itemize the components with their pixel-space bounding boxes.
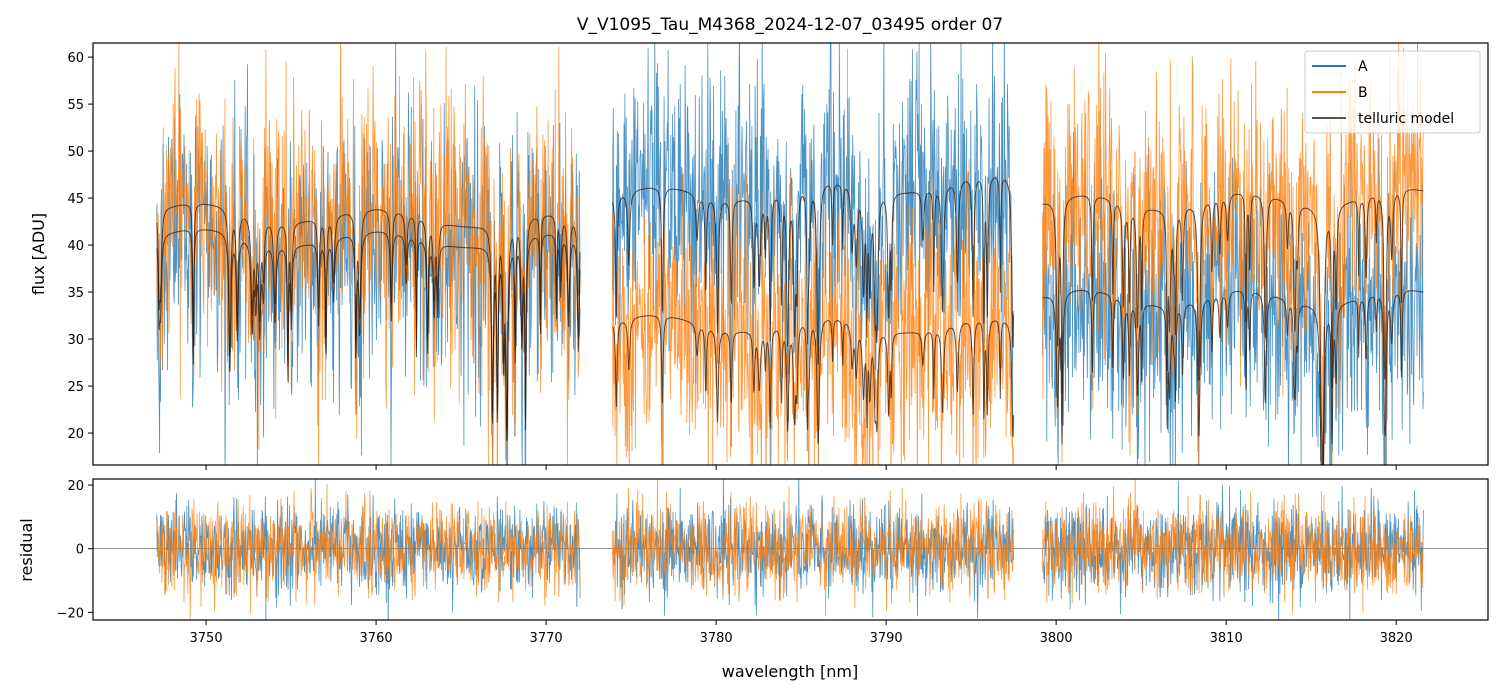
- flux-ytick-label: 60: [67, 51, 84, 66]
- chart-title: V_V1095_Tau_M4368_2024-12-07_03495 order…: [577, 15, 1003, 35]
- residual-ytick-label: −20: [57, 606, 84, 621]
- xtick-label: 3790: [870, 631, 903, 646]
- telluric-model-b-segment-3: [1042, 189, 1424, 465]
- xtick-label: 3770: [530, 631, 563, 646]
- xlabel: wavelength [nm]: [722, 662, 859, 681]
- xtick-label: 3810: [1210, 631, 1243, 646]
- telluric-model-b-segment-1: [156, 204, 581, 432]
- flux-ytick-label: 30: [67, 333, 84, 348]
- xtick-label: 3760: [360, 631, 393, 646]
- telluric-model-a-segment-2: [611, 177, 1015, 365]
- flux-ytick-label: 25: [67, 380, 84, 395]
- legend-label-a: A: [1358, 59, 1368, 75]
- flux-ytick-label: 50: [67, 145, 84, 160]
- telluric-model-b-segment-2: [611, 315, 1015, 445]
- xtick-label: 3780: [700, 631, 733, 646]
- flux-ytick-label: 45: [67, 192, 84, 207]
- flux-ytick-label: 40: [67, 239, 84, 254]
- telluric-model-a-segment-1: [156, 229, 581, 441]
- flux-axes-frame: [92, 42, 1489, 466]
- residual-plot-area: [93, 479, 1488, 620]
- legend-label-b: B: [1358, 85, 1368, 101]
- residual-b-segment-1: [156, 483, 581, 619]
- flux-ytick-label: 20: [67, 427, 84, 442]
- telluric-model-a-segment-3: [1042, 290, 1424, 465]
- legend-box: [1304, 50, 1481, 134]
- xtick-label: 3820: [1380, 631, 1413, 646]
- residual-axes-frame: [92, 478, 1489, 621]
- xtick-label: 3750: [190, 631, 223, 646]
- series-b-segment-2: [612, 48, 1014, 465]
- residual-ytick-label: 20: [67, 479, 84, 494]
- flux-ytick-label: 35: [67, 286, 84, 301]
- legend: A B telluric model: [1304, 50, 1481, 134]
- xtick-label: 3800: [1040, 631, 1073, 646]
- residual-ytick-label: 0: [76, 543, 84, 558]
- series-a-segment-2: [612, 43, 1014, 465]
- residual-b-segment-3: [1042, 479, 1424, 615]
- flux-ytick-label: 55: [67, 98, 84, 113]
- residual-ylabel: residual: [17, 518, 36, 581]
- flux-ylabel: flux [ADU]: [29, 213, 48, 295]
- residual-b-segment-2: [612, 479, 1014, 617]
- flux-plot-area: [156, 43, 1424, 465]
- legend-label-telluric: telluric model: [1358, 111, 1454, 127]
- axis-ticks: 20 25 30 35 40 45 50 55 60 −20 0 20 3750 3760 3770 3780…: [57, 51, 1413, 646]
